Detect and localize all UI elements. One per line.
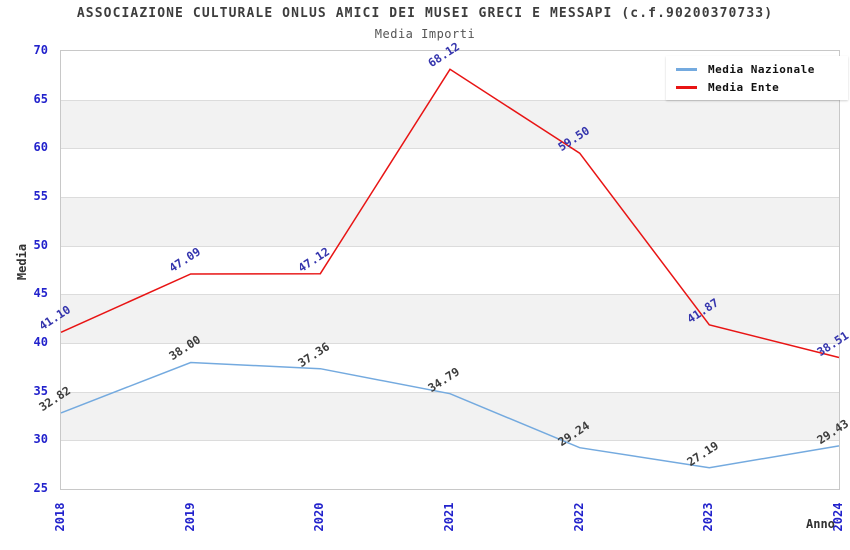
grid-band (61, 294, 839, 343)
legend-swatch-media-ente (676, 85, 697, 89)
y-tick-label: 70 (33, 43, 48, 57)
y-tick-label: 35 (33, 383, 48, 398)
y-tick-label: 30 (33, 432, 48, 447)
grid-band (61, 440, 839, 489)
chart-subtitle: Media Importi (374, 27, 476, 41)
gridline (61, 148, 839, 150)
grid-band (61, 99, 839, 149)
series-lines (60, 68, 840, 469)
plot-area: 32.82 38.00 37.36 34.79 29.24 27.19 29.43 41.10… (36, 40, 850, 490)
gridline (61, 197, 839, 198)
series-line-media-ente (60, 68, 840, 359)
series-line-media-nazionale (60, 361, 840, 469)
legend-label: Media Nazionale (708, 62, 815, 76)
gridline (61, 245, 839, 247)
grid-band (61, 245, 839, 295)
y-tick-label: 55 (33, 189, 48, 203)
x-tick-label: 2023 (701, 502, 716, 532)
grid-band (61, 148, 839, 197)
y-tick-label: 40 (33, 335, 48, 349)
x-tick-label: 2022 (571, 502, 586, 532)
grid-band (61, 343, 839, 392)
legend: Media Nazionale Media Ente (666, 56, 848, 100)
legend-item-media-ente: Media Ente (676, 78, 848, 96)
gridline (61, 99, 839, 101)
legend-swatch-media-nazionale (676, 67, 697, 71)
grid-band (61, 197, 839, 246)
y-tick-label: 25 (33, 481, 48, 495)
x-tick-label: 2018 (53, 502, 67, 532)
x-tick-label: 2021 (442, 502, 456, 532)
y-tick-label: 45 (33, 286, 48, 301)
gridline (61, 440, 839, 442)
y-tick-label: 60 (33, 140, 48, 155)
legend-item-media-nazionale: Media Nazionale (676, 60, 848, 78)
grid-band (61, 391, 839, 441)
gridline (61, 294, 839, 296)
x-tick-label: 2019 (182, 502, 197, 532)
x-axis-title: Anno (806, 517, 835, 531)
legend-label: Media Ente (708, 80, 780, 94)
gridline (61, 343, 839, 344)
y-tick-label: 50 (33, 237, 48, 252)
gridline (61, 391, 839, 393)
chart-title: ASSOCIAZIONE CULTURALE ONLUS AMICI DEI M… (76, 6, 774, 21)
y-tick-label: 65 (33, 91, 48, 106)
x-tick-label: 2020 (312, 502, 327, 532)
